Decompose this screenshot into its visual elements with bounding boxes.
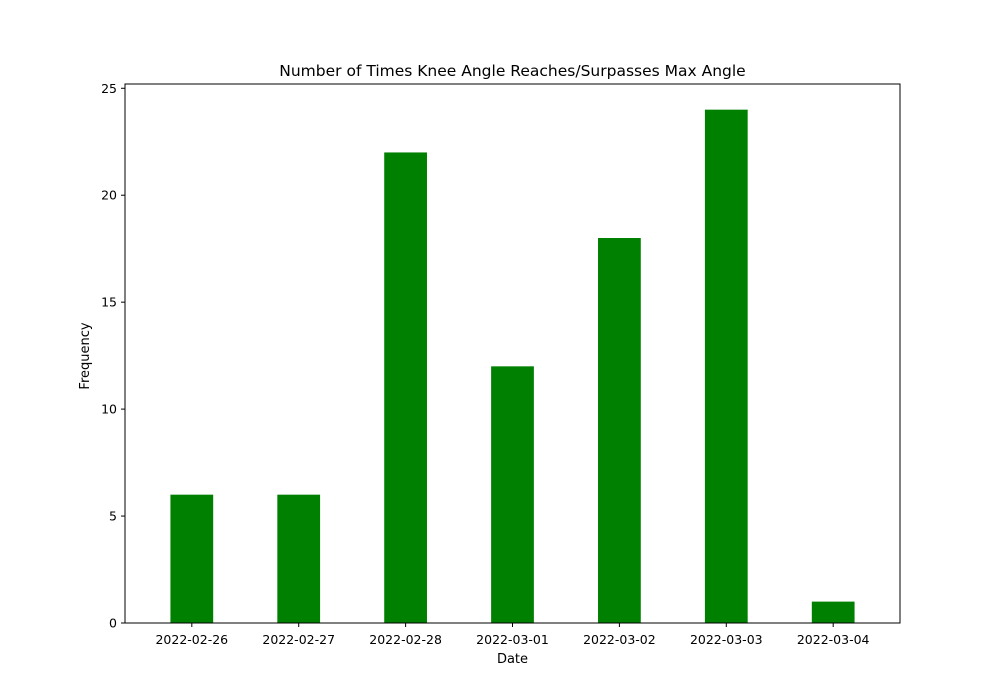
bar-2022-03-03	[704, 109, 748, 623]
bars-layer	[170, 109, 855, 623]
bar-2022-03-04	[811, 601, 855, 623]
x-axis-label: Date	[497, 652, 528, 667]
x-tick-label: 2022-03-04	[797, 632, 870, 647]
y-axis-label: Frequency	[78, 322, 93, 389]
x-tick-label: 2022-03-01	[476, 632, 549, 647]
bar-2022-03-02	[598, 238, 641, 623]
y-tick-label: 20	[101, 188, 117, 203]
bar-2022-02-26	[170, 494, 214, 623]
ticks-layer: 2022-02-26 2022-02-27 2022-02-28 2022-03-01…	[101, 81, 869, 647]
bar-2022-03-01	[491, 366, 534, 623]
y-tick-label: 0	[109, 616, 117, 631]
plot-frame	[124, 83, 901, 624]
x-tick-label: 2022-03-02	[583, 632, 656, 647]
y-tick-label: 5	[109, 509, 117, 524]
bar-2022-02-28	[384, 152, 427, 623]
y-tick-label: 10	[101, 402, 117, 417]
bar-2022-02-27	[277, 494, 321, 623]
x-tick-label: 2022-02-26	[155, 632, 228, 647]
x-tick-label: 2022-02-28	[369, 632, 442, 647]
y-tick-label: 15	[101, 295, 117, 310]
y-tick-label: 25	[101, 81, 117, 96]
x-tick-label: 2022-03-03	[690, 632, 763, 647]
x-tick-label: 2022-02-27	[262, 632, 335, 647]
chart-title: Number of Times Knee Angle Reaches/Surpa…	[279, 62, 745, 80]
